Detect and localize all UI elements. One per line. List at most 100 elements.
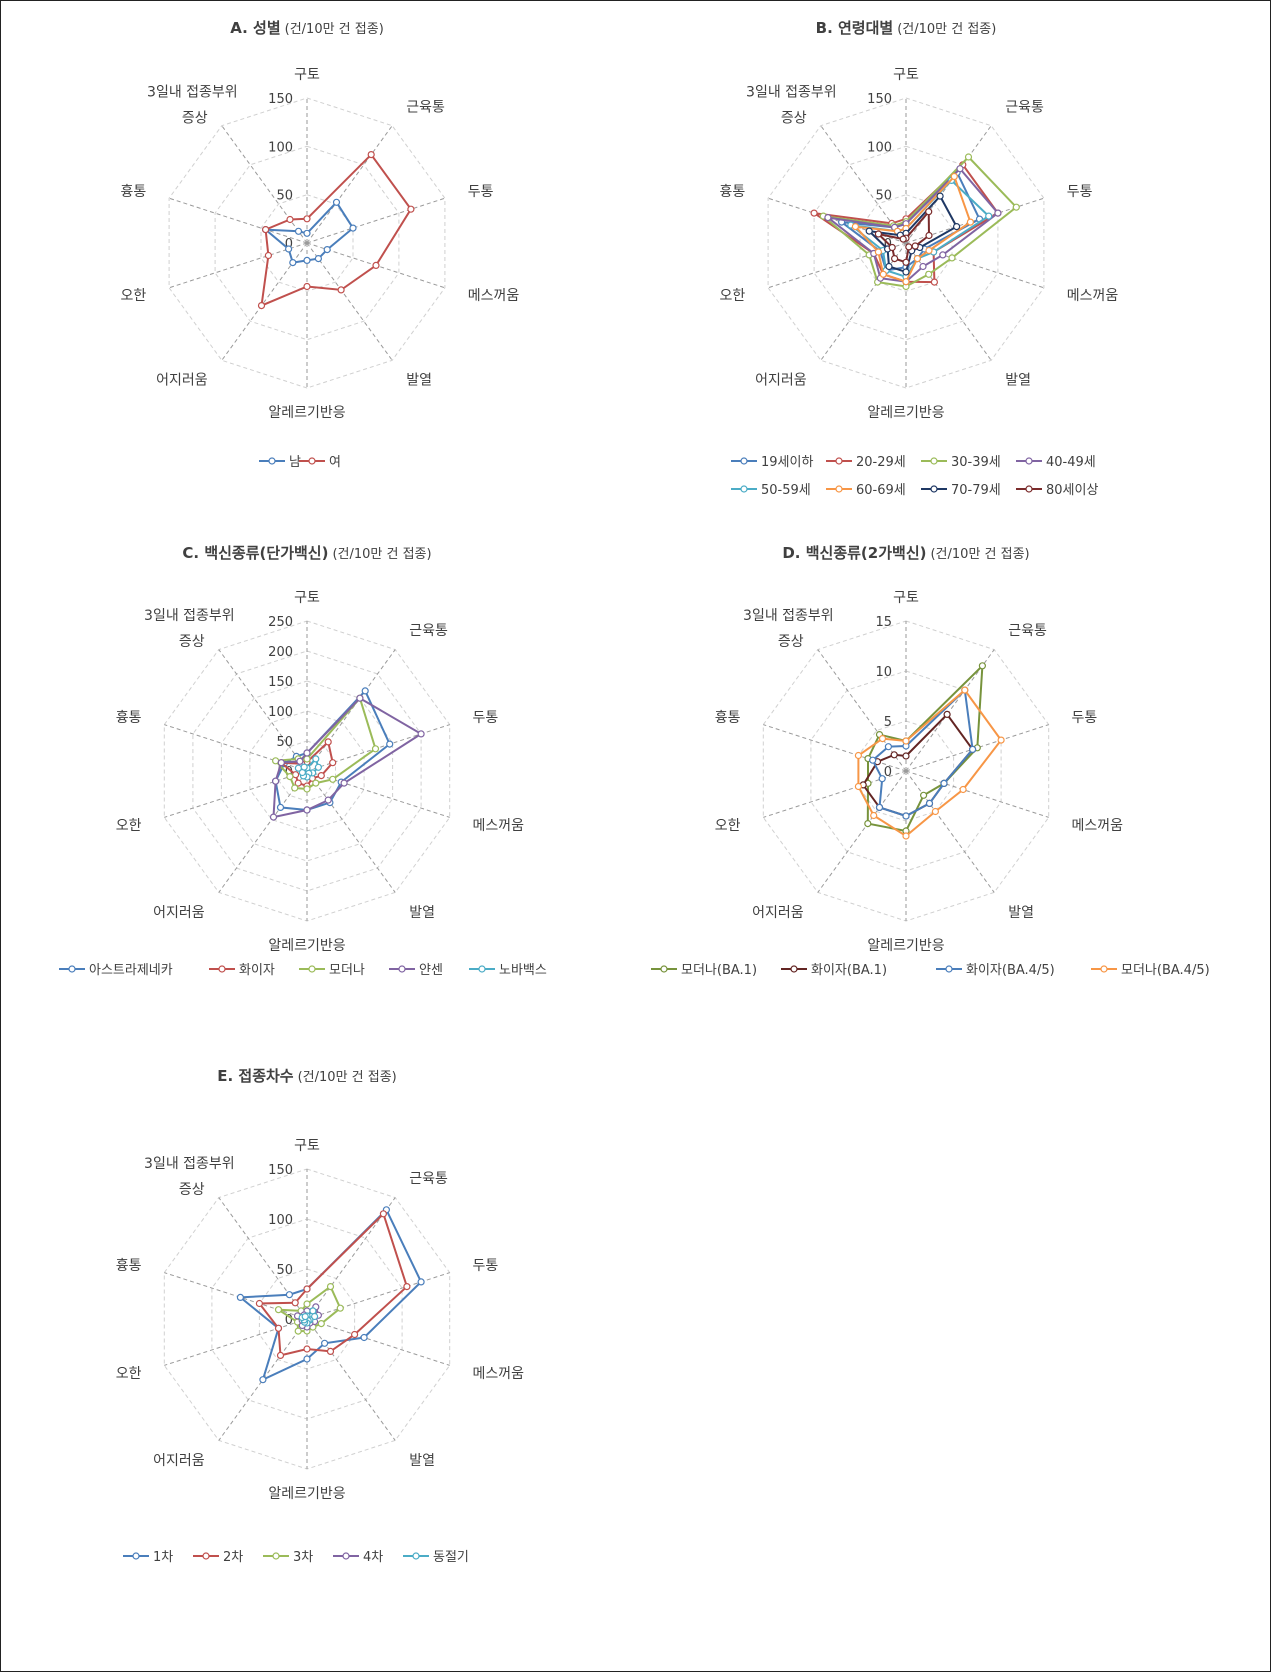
data-point (902, 752, 910, 760)
data-point (925, 270, 933, 278)
data-point (386, 740, 394, 748)
data-point (824, 214, 832, 222)
data-point (875, 803, 884, 812)
data-point (925, 231, 933, 240)
category-label: 메스꺼움 (1072, 818, 1124, 834)
data-point (323, 246, 331, 254)
radar-chart-1: A. 성별 (건/10만 건 접종) 0 50 100 150구토근육통두통메스꺼움발열알… (121, 19, 520, 470)
category-label: 알레르기반응 (867, 938, 944, 954)
data-point (294, 779, 302, 787)
data-point (948, 254, 956, 262)
data-point (874, 230, 883, 238)
tick-label: 200 (268, 645, 293, 660)
data-point (274, 1306, 283, 1314)
data-point (324, 738, 332, 746)
data-point (236, 1293, 244, 1302)
legend-marker (132, 1552, 140, 1560)
data-point (950, 172, 958, 181)
category-label: 구토 (294, 1138, 320, 1154)
legend-marker (790, 965, 798, 973)
category-label: 구토 (294, 67, 320, 83)
data-point (336, 1304, 344, 1312)
category-label: 어지러움 (156, 373, 208, 389)
data-point (259, 1376, 267, 1384)
data-point (276, 1351, 285, 1360)
grid-spoke (306, 770, 450, 818)
category-label: 메스꺼움 (473, 1366, 525, 1382)
data-point (1012, 203, 1020, 211)
legend-marker (268, 457, 276, 465)
data-point (285, 245, 293, 253)
legend-label: 화이자(BA.4/5) (966, 963, 1055, 978)
category-label: 메스꺼움 (468, 288, 520, 304)
data-point (905, 243, 913, 251)
legend-label: 모더나(BA.4/5) (1121, 963, 1210, 978)
data-point (870, 811, 878, 820)
category-label: 오한 (720, 288, 746, 304)
category-label: 흉통 (715, 710, 741, 726)
data-point (884, 743, 893, 751)
data-point (931, 807, 940, 816)
category-label: 알레르기반응 (268, 405, 345, 421)
data-point (864, 819, 872, 828)
category-label: 메스꺼움 (473, 818, 525, 834)
legend-label: 화이자 (239, 963, 275, 978)
data-point (269, 813, 278, 821)
chart-title: E. 접종차수 (건/10만 건 접종) (217, 1067, 397, 1085)
data-point (925, 208, 933, 216)
category-label: 근육통 (1005, 99, 1044, 115)
data-point (264, 251, 272, 260)
category-label: 알레르기반응 (268, 1486, 345, 1502)
data-point (367, 151, 375, 159)
legend-label: 70-79세 (951, 483, 1001, 498)
grid-spoke (306, 242, 393, 361)
category-label: 흉통 (116, 1258, 142, 1274)
legend-marker (660, 965, 668, 973)
data-point (286, 772, 294, 781)
data-point (332, 198, 341, 206)
data-point (968, 745, 977, 754)
category-label: 근육통 (409, 1171, 448, 1187)
category-label: 증상 (179, 634, 205, 650)
legend-marker (412, 1552, 420, 1560)
data-point (956, 165, 964, 173)
tick-label: 100 (268, 1213, 293, 1228)
legend-label: 4차 (363, 1550, 383, 1565)
data-point (303, 282, 311, 291)
data-point (314, 763, 322, 771)
category-label: 발열 (409, 1453, 435, 1469)
data-point (952, 223, 961, 231)
data-point (292, 771, 300, 779)
category-label: 오한 (121, 288, 147, 304)
data-point (919, 262, 927, 271)
grid-spoke (817, 770, 907, 893)
data-point (890, 751, 898, 759)
data-point (291, 1299, 299, 1307)
legend-marker (1025, 485, 1033, 493)
data-point (301, 1312, 309, 1321)
category-label: 어지러움 (755, 373, 807, 389)
category-label: 발열 (409, 905, 435, 921)
radar-chart-3: C. 백신종류(단가백신) (건/10만 건 접종) 0 50 100 150 200 250… (59, 544, 547, 978)
data-point (337, 286, 345, 294)
data-point (255, 1299, 263, 1308)
legend-marker (930, 457, 938, 465)
category-label: 두통 (473, 710, 499, 726)
category-label: 알레르기반응 (867, 405, 944, 421)
data-point (312, 755, 320, 763)
data-point (874, 248, 883, 256)
data-point (303, 785, 311, 793)
data-point (303, 215, 311, 223)
category-label: 흉통 (121, 184, 147, 200)
radar-chart-5: E. 접종차수 (건/10만 건 접종) 0 50 100 150구토근육통두통메스꺼움발… (116, 1067, 524, 1565)
chart-title: B. 연령대별 (건/10만 건 접종) (816, 19, 997, 37)
legend-label: 화이자(BA.1) (811, 963, 887, 978)
data-point (869, 756, 877, 764)
legend-marker (945, 965, 953, 973)
data-point (888, 243, 896, 252)
legend-marker (342, 1552, 350, 1560)
data-point (940, 779, 948, 788)
category-label: 증상 (781, 110, 807, 126)
category-label: 3일내 접종부위 (144, 608, 235, 624)
category-label: 3일내 접종부위 (147, 84, 238, 100)
